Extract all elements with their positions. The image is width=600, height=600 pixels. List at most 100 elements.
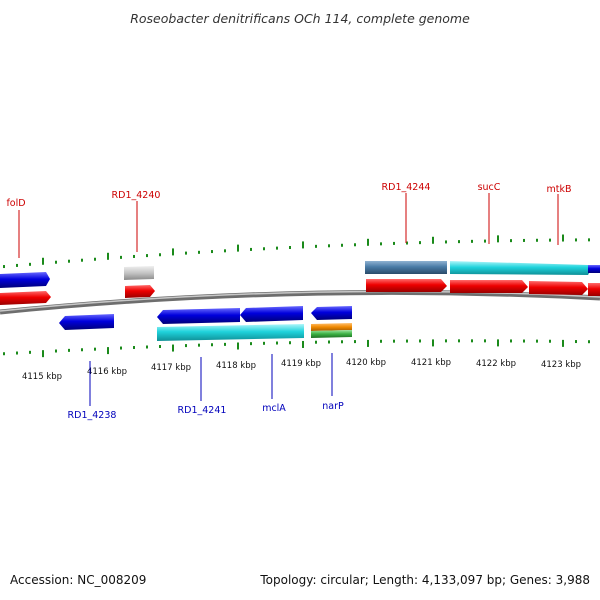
minor-tick: [198, 250, 200, 254]
major-tick: [432, 236, 434, 244]
minor-tick: [510, 239, 512, 243]
minor-tick: [328, 340, 330, 344]
minor-tick: [81, 348, 83, 352]
minor-tick: [224, 249, 226, 253]
gene-mcla[interactable]: [240, 306, 303, 322]
minor-tick: [341, 340, 343, 344]
gene-rd1-4238[interactable]: [59, 314, 114, 330]
minor-tick: [523, 339, 525, 343]
minor-tick: [536, 238, 538, 242]
reverse-tick-ring: [3, 339, 590, 358]
minor-tick: [146, 254, 148, 258]
minor-tick: [250, 247, 252, 251]
genome-summary-text: Topology: circular; Length: 4,133,097 bp…: [260, 573, 590, 587]
minor-tick: [380, 339, 382, 343]
major-tick: [302, 340, 304, 348]
minor-tick: [445, 240, 447, 244]
label-mcla[interactable]: mclA: [262, 403, 286, 414]
major-tick: [107, 347, 109, 355]
minor-tick: [328, 244, 330, 248]
minor-tick: [55, 349, 57, 353]
gene-fold[interactable]: [0, 272, 50, 288]
cds-rd1-4244[interactable]: [366, 279, 447, 292]
cds-rd1-4240[interactable]: [125, 285, 155, 298]
label-rd1-4238[interactable]: RD1_4238: [68, 410, 117, 421]
minor-tick: [250, 342, 252, 346]
minor-tick: [185, 251, 187, 255]
label-narp[interactable]: narP: [322, 401, 344, 412]
tick-label: 4116 kbp: [87, 367, 127, 377]
minor-tick: [146, 345, 148, 349]
genome-backbone: [0, 289, 600, 315]
minor-tick: [575, 340, 577, 344]
minor-tick: [120, 346, 122, 350]
reverse-gene-labels: RD1_4238 RD1_4241 mclA narP: [68, 353, 344, 421]
gene-narp[interactable]: [311, 306, 352, 320]
minor-tick: [81, 258, 83, 262]
major-tick: [367, 238, 369, 246]
cds-next[interactable]: [588, 283, 600, 296]
gene-rd1-4241[interactable]: [157, 308, 240, 324]
minor-tick: [536, 339, 538, 343]
major-tick: [42, 350, 44, 358]
minor-tick: [289, 246, 291, 250]
minor-tick: [133, 346, 135, 350]
tick-label: 4120 kbp: [346, 358, 386, 368]
minor-tick: [263, 341, 265, 345]
reverse-features: [59, 306, 352, 341]
minor-tick: [354, 340, 356, 344]
major-tick: [172, 344, 174, 352]
minor-tick: [484, 339, 486, 343]
major-tick: [562, 234, 564, 242]
minor-tick: [211, 343, 213, 347]
misc-green-narp[interactable]: [311, 330, 352, 338]
major-tick: [432, 339, 434, 347]
label-mtkb[interactable]: mtkB: [547, 184, 572, 195]
minor-tick: [94, 347, 96, 351]
label-succ[interactable]: sucC: [478, 182, 501, 193]
minor-tick: [315, 244, 317, 248]
minor-tick: [198, 343, 200, 347]
major-tick: [237, 342, 239, 350]
label-rd1-4241[interactable]: RD1_4241: [178, 405, 227, 416]
minor-tick: [211, 250, 213, 254]
minor-tick: [289, 341, 291, 345]
label-fold[interactable]: folD: [6, 198, 25, 209]
cds-succ[interactable]: [450, 280, 528, 293]
minor-tick: [276, 246, 278, 250]
kbp-tick-labels: 4115 kbp 4116 kbp 4117 kbp 4118 kbp 4119…: [22, 358, 581, 382]
minor-tick: [393, 241, 395, 245]
gene-rd1-4240[interactable]: [124, 266, 154, 280]
minor-tick: [575, 238, 577, 242]
misc-orange-narp[interactable]: [311, 323, 352, 331]
minor-tick: [406, 339, 408, 343]
major-tick: [497, 235, 499, 243]
cds-rd1-4241[interactable]: [157, 324, 304, 341]
accession-text: Accession: NC_008209: [10, 573, 147, 587]
cds-mtkb[interactable]: [529, 281, 588, 295]
minor-tick: [445, 339, 447, 343]
minor-tick: [120, 255, 122, 259]
gene-next[interactable]: [588, 265, 600, 273]
minor-tick: [159, 253, 161, 257]
gene-rd1-4244[interactable]: [365, 261, 447, 274]
minor-tick: [354, 243, 356, 247]
minor-tick: [315, 340, 317, 344]
minor-tick: [484, 239, 486, 243]
minor-tick: [458, 339, 460, 343]
minor-tick: [419, 241, 421, 245]
major-tick: [237, 244, 239, 252]
minor-tick: [406, 241, 408, 245]
minor-tick: [510, 339, 512, 343]
label-rd1-4240[interactable]: RD1_4240: [112, 190, 161, 201]
minor-tick: [55, 260, 57, 264]
label-rd1-4244[interactable]: RD1_4244: [382, 182, 431, 193]
minor-tick: [263, 247, 265, 251]
tick-label: 4122 kbp: [476, 359, 516, 369]
minor-tick: [471, 339, 473, 343]
minor-tick: [29, 350, 31, 354]
forward-gene-labels: folD RD1_4240 RD1_4244 sucC mtkB: [6, 182, 572, 258]
gene-succ[interactable]: [450, 261, 592, 275]
cds-fold[interactable]: [0, 291, 51, 305]
